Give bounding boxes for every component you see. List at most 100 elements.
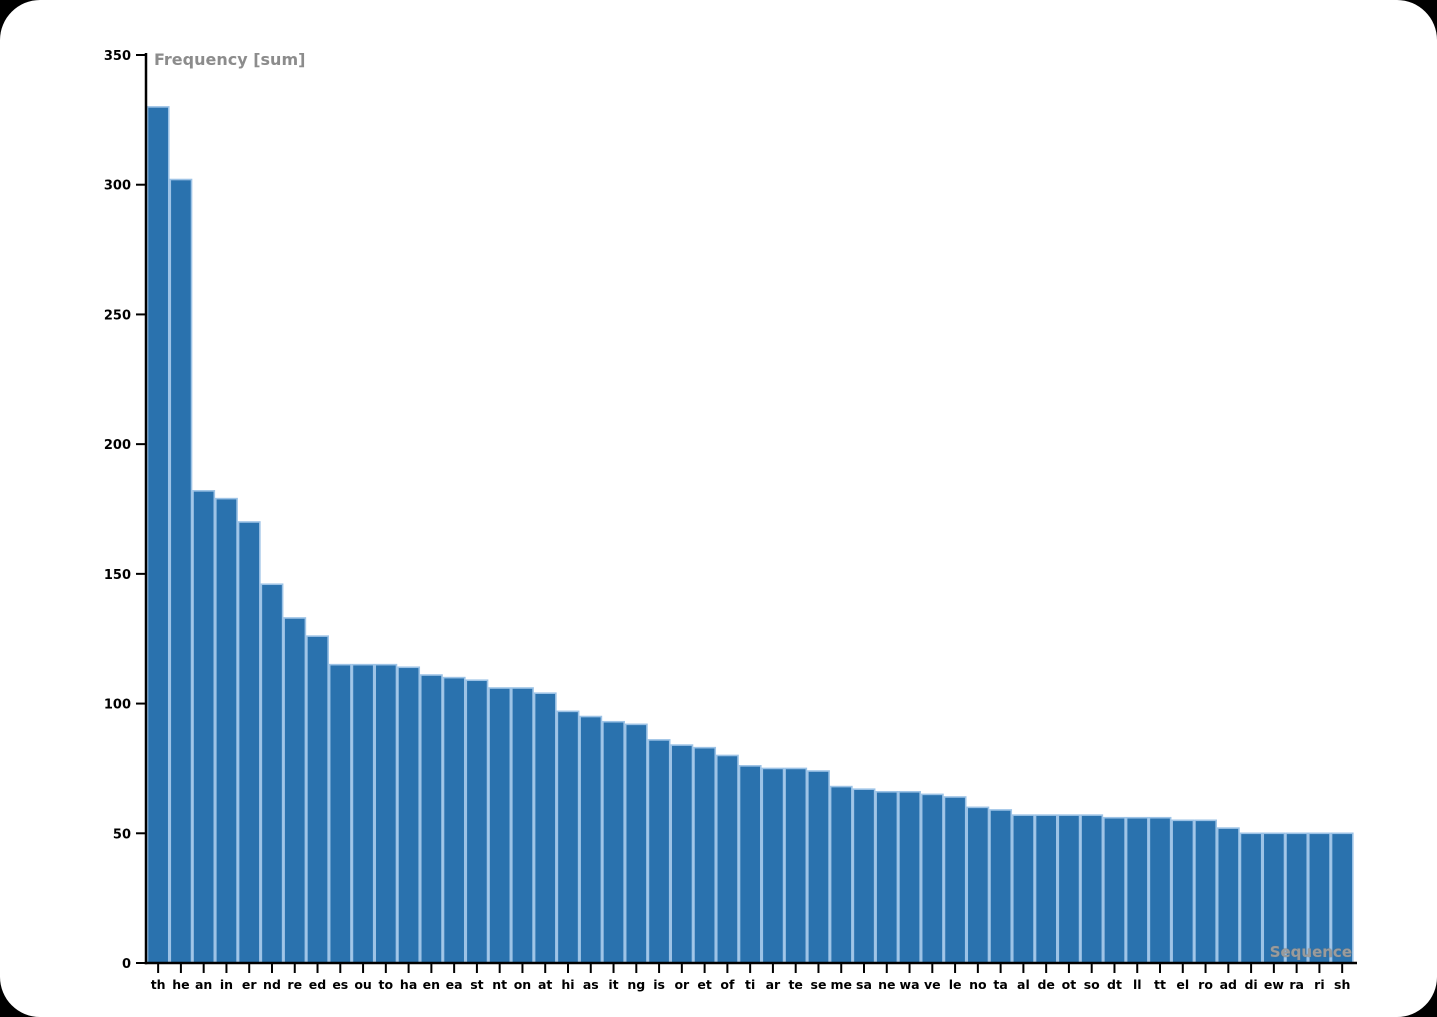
- x-tick-label: to: [379, 977, 394, 992]
- bar-me[interactable]: [829, 785, 853, 964]
- bar-te[interactable]: [784, 767, 808, 964]
- x-tick-label: er: [242, 977, 257, 992]
- x-tick-label: ed: [309, 977, 326, 992]
- bar-in[interactable]: [215, 497, 238, 964]
- x-tick-label: me: [830, 977, 852, 992]
- x-tick-label: es: [332, 977, 348, 992]
- y-tick-label: 300: [104, 179, 131, 194]
- x-tick-label: te: [788, 977, 802, 992]
- bar-as[interactable]: [579, 715, 603, 964]
- bar-de[interactable]: [1034, 814, 1058, 964]
- bar-ve[interactable]: [920, 793, 944, 964]
- bar-is[interactable]: [647, 739, 671, 964]
- bar-al[interactable]: [1011, 814, 1035, 964]
- bar-st[interactable]: [465, 679, 489, 964]
- x-tick-label: ll: [1133, 977, 1142, 992]
- bar-or[interactable]: [670, 744, 694, 964]
- bar-se[interactable]: [807, 770, 830, 964]
- y-tick-label: 0: [122, 957, 131, 972]
- x-tick-label: tt: [1154, 977, 1166, 992]
- x-tick-label: it: [608, 977, 618, 992]
- bar-at[interactable]: [533, 692, 557, 964]
- bar-wa[interactable]: [898, 790, 921, 964]
- x-tick-label: re: [287, 977, 302, 992]
- x-tick-label: in: [220, 977, 233, 992]
- bar-sa[interactable]: [852, 788, 876, 964]
- bar-he[interactable]: [169, 178, 193, 964]
- bar-le[interactable]: [943, 796, 967, 964]
- x-tick-label: ou: [354, 977, 372, 992]
- x-tick-label: de: [1037, 977, 1054, 992]
- x-tick-label: ra: [1289, 977, 1304, 992]
- bar-th[interactable]: [146, 106, 170, 964]
- x-tick-label: ta: [993, 977, 1007, 992]
- bar-so[interactable]: [1080, 814, 1104, 964]
- bar-tt[interactable]: [1148, 816, 1172, 964]
- x-tick-label: ad: [1220, 977, 1237, 992]
- bar-en[interactable]: [419, 674, 443, 964]
- x-tick-label: el: [1176, 977, 1189, 992]
- bar-di[interactable]: [1239, 832, 1263, 964]
- bar-el[interactable]: [1171, 819, 1195, 964]
- bar-ng[interactable]: [624, 723, 648, 964]
- bar-ro[interactable]: [1194, 819, 1217, 964]
- bar-ea[interactable]: [442, 676, 466, 964]
- x-tick-label: on: [514, 977, 532, 992]
- bar-et[interactable]: [693, 746, 717, 964]
- bar-it[interactable]: [602, 720, 625, 964]
- bar-ad[interactable]: [1216, 827, 1240, 964]
- x-tick-label: no: [969, 977, 987, 992]
- bar-nd[interactable]: [260, 583, 284, 964]
- x-tick-label: ar: [766, 977, 781, 992]
- x-tick-label: di: [1244, 977, 1257, 992]
- x-tick-label: sa: [856, 977, 872, 992]
- bar-to[interactable]: [374, 663, 398, 964]
- bar-ne[interactable]: [875, 790, 899, 964]
- y-axis-title: Frequency [sum]: [154, 50, 306, 69]
- bar-ot[interactable]: [1057, 814, 1081, 964]
- x-axis-title: Sequence: [1269, 943, 1352, 961]
- y-tick-label: 100: [104, 698, 131, 713]
- y-tick-label: 50: [113, 827, 131, 842]
- bar-no[interactable]: [966, 806, 990, 964]
- bar-dt[interactable]: [1103, 816, 1126, 964]
- bar-ha[interactable]: [397, 666, 421, 964]
- x-tick-label: dt: [1107, 977, 1122, 992]
- x-tick-label: se: [811, 977, 827, 992]
- bar-er[interactable]: [237, 521, 261, 964]
- bar-ou[interactable]: [351, 663, 375, 964]
- y-tick-label: 250: [104, 308, 131, 323]
- y-tick-label: 150: [104, 568, 131, 583]
- x-tick-label: he: [172, 977, 189, 992]
- bar-re[interactable]: [283, 617, 307, 964]
- x-tick-label: ea: [446, 977, 463, 992]
- bar-nt[interactable]: [488, 687, 512, 964]
- bar-ed[interactable]: [306, 635, 329, 964]
- x-tick-label: ng: [627, 977, 645, 992]
- x-tick-label: at: [538, 977, 552, 992]
- bar-ta[interactable]: [989, 809, 1013, 964]
- bar-on[interactable]: [511, 687, 534, 964]
- bar-an[interactable]: [192, 490, 216, 964]
- bar-es[interactable]: [328, 663, 352, 964]
- x-tick-label: al: [1017, 977, 1030, 992]
- x-tick-label: ri: [1314, 977, 1324, 992]
- x-tick-label: ve: [924, 977, 941, 992]
- bar-hi[interactable]: [556, 710, 580, 964]
- x-tick-label: ro: [1198, 977, 1213, 992]
- x-tick-label: wa: [900, 977, 920, 992]
- bar-ar[interactable]: [761, 767, 785, 964]
- y-tick-label: 200: [104, 438, 131, 453]
- bar-ll[interactable]: [1125, 816, 1149, 964]
- x-tick-label: le: [949, 977, 962, 992]
- x-tick-label: en: [423, 977, 440, 992]
- bar-of[interactable]: [715, 754, 739, 964]
- bar-ti[interactable]: [738, 765, 762, 964]
- x-tick-label: hi: [561, 977, 574, 992]
- x-tick-label: ot: [1062, 977, 1077, 992]
- x-tick-label: st: [470, 977, 483, 992]
- x-tick-label: ne: [878, 977, 895, 992]
- x-tick-label: nd: [263, 977, 281, 992]
